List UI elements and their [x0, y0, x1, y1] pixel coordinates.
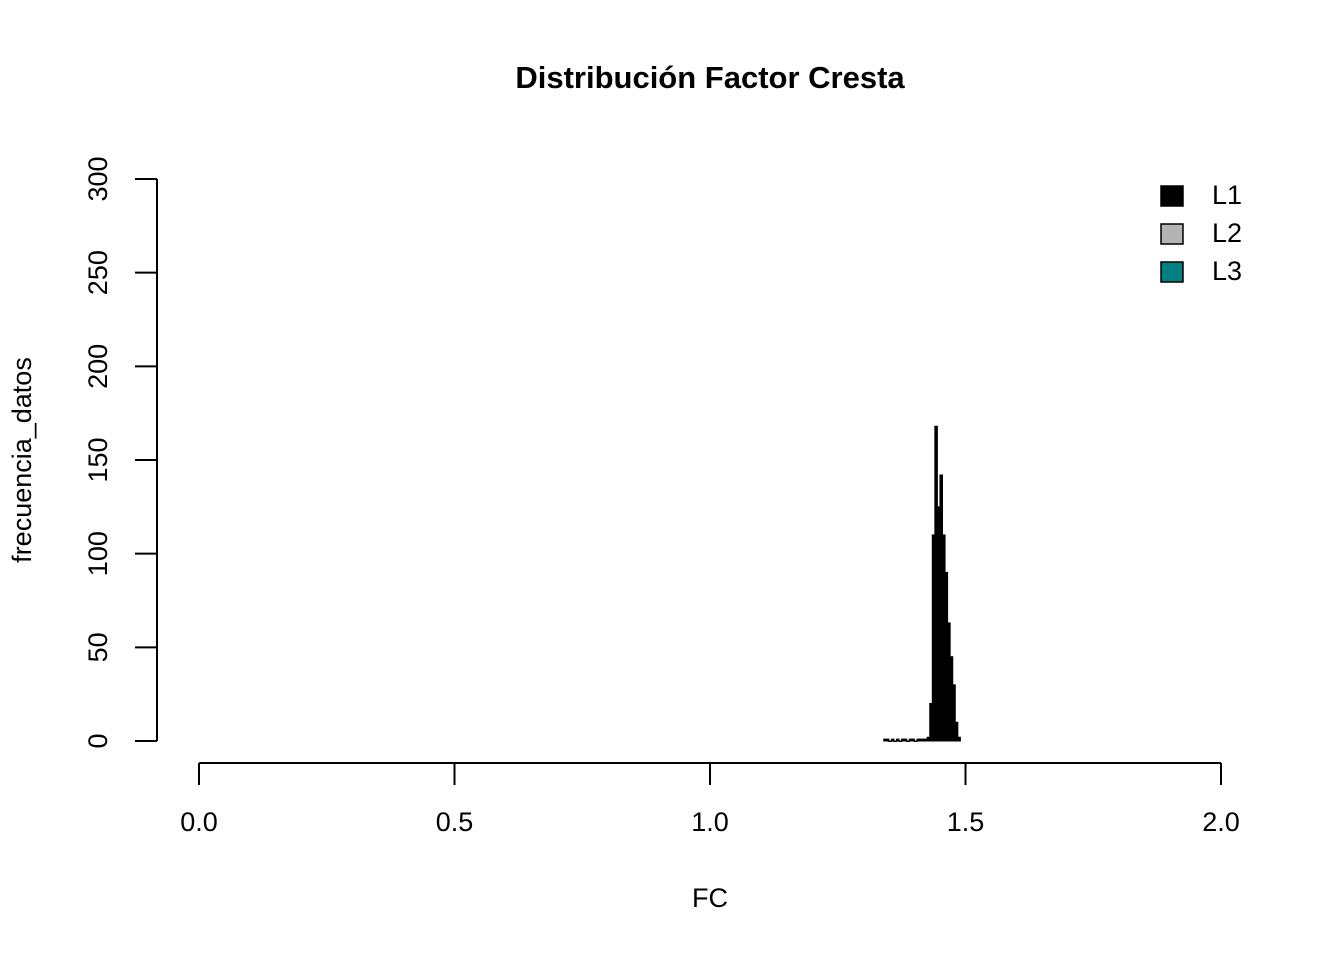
x-tick-label: 2.0	[1202, 807, 1240, 837]
y-tick-label: 300	[83, 156, 113, 201]
legend-swatch	[1160, 185, 1184, 207]
legend-label: L1	[1212, 180, 1242, 210]
bar	[903, 738, 908, 742]
x-tick-label: 0.0	[180, 807, 218, 837]
x-tick-label: 0.5	[436, 807, 474, 837]
y-tick-label: 250	[83, 250, 113, 295]
legend-swatch	[1160, 223, 1184, 245]
bar	[952, 684, 956, 742]
y-tick-label: 50	[83, 632, 113, 662]
legend-label: L2	[1212, 218, 1242, 248]
y-tick-label: 150	[83, 437, 113, 482]
chart-title: Distribución Factor Cresta	[515, 60, 905, 95]
bar	[954, 721, 959, 742]
legend-label: L3	[1212, 256, 1242, 286]
bar	[957, 736, 961, 742]
bar	[896, 738, 900, 742]
bar	[911, 738, 915, 742]
y-axis-label: frecuencia_datos	[7, 357, 37, 563]
y-tick-label: 0	[83, 733, 113, 748]
bar	[885, 738, 890, 742]
y-tick-label: 100	[83, 531, 113, 576]
legend-swatch	[1160, 261, 1184, 283]
x-tick-label: 1.5	[947, 807, 985, 837]
x-axis-label: FC	[692, 883, 728, 913]
bar	[890, 738, 895, 742]
y-tick-label: 200	[83, 344, 113, 389]
x-tick-label: 1.0	[691, 807, 729, 837]
